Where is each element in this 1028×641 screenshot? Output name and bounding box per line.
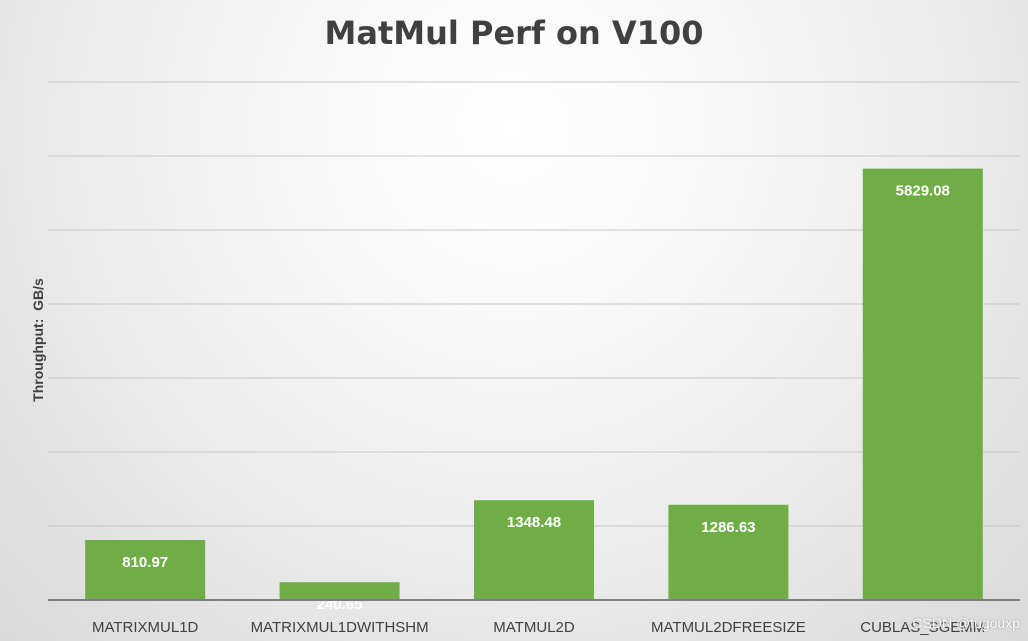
- x-tick-label-0: MATRIXMUL1D: [92, 619, 199, 636]
- chart-title: MatMul Perf on V100: [324, 14, 704, 52]
- watermark: CSDN @tugouxp: [912, 615, 1020, 631]
- data-label-0: 810.97: [122, 554, 168, 571]
- x-tick-label-1: MATRIXMUL1DWITHSHM: [251, 619, 429, 636]
- bar-3: [668, 504, 789, 600]
- data-label-4: 5829.08: [896, 183, 950, 200]
- bar-1: [279, 582, 400, 600]
- bar-2: [474, 500, 594, 600]
- data-label-1: 240.65: [317, 596, 363, 613]
- x-tick-label-4: CUBLAS_SGEMM: [860, 619, 985, 636]
- bar-4: [862, 168, 983, 601]
- x-tick-label-2: MATMUL2D: [493, 619, 575, 636]
- data-label-2: 1348.48: [507, 514, 561, 531]
- bar-0: [85, 539, 206, 600]
- x-tick-label-3: MATMUL2DFREESIZE: [651, 619, 806, 636]
- data-label-3: 1286.63: [701, 519, 755, 536]
